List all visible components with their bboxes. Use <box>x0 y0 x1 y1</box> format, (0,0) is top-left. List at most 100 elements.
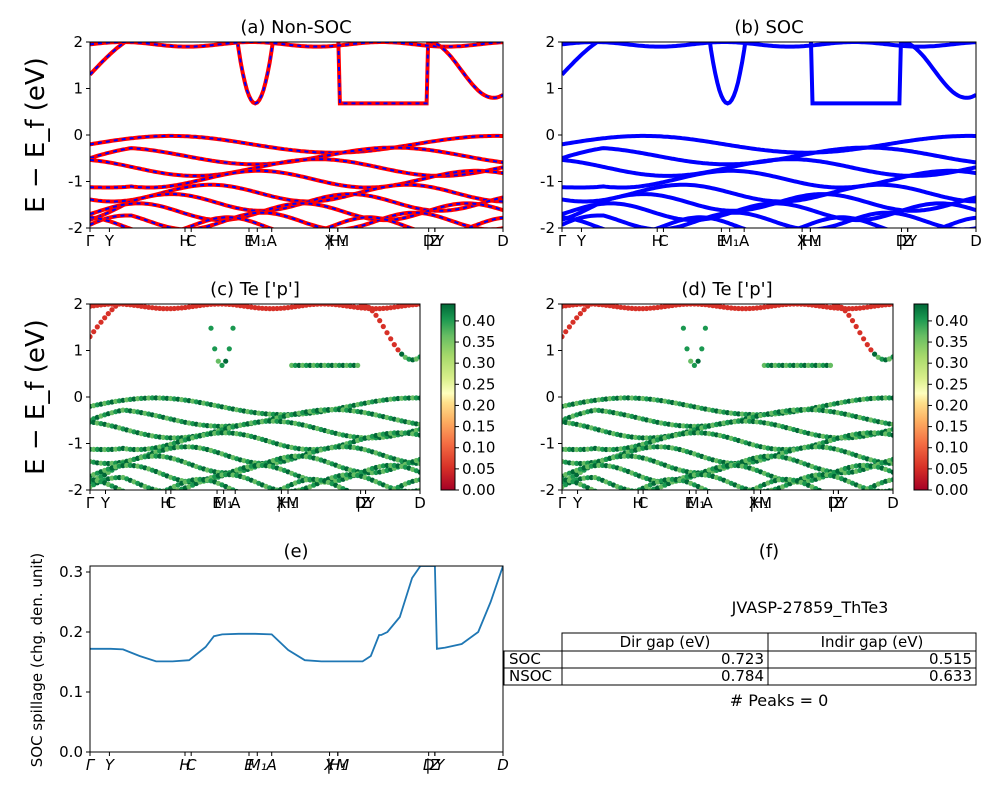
projection-point <box>688 423 694 429</box>
projection-point <box>153 453 159 459</box>
projection-point <box>784 278 789 283</box>
projection-point <box>172 278 177 283</box>
projection-point <box>743 418 749 424</box>
projection-point <box>292 362 298 368</box>
projection-point <box>813 444 819 450</box>
projection-point <box>578 278 583 283</box>
projection-point <box>736 492 741 497</box>
projection-point <box>817 278 822 283</box>
projection-point <box>417 354 420 360</box>
projection-point <box>843 278 848 283</box>
colorbar-tick-label: 0.30 <box>462 354 495 372</box>
projection-point <box>626 278 631 283</box>
projection-point <box>270 411 276 417</box>
projection-point <box>618 395 624 401</box>
projection-point <box>821 278 826 283</box>
panel-b-title: (b) SOC <box>734 17 803 38</box>
projection-point <box>267 306 273 312</box>
projection-point <box>417 395 420 401</box>
projection-point <box>263 305 269 312</box>
projection-point <box>300 292 305 297</box>
projection-point <box>241 492 246 497</box>
projection-point <box>128 294 133 299</box>
projection-point <box>743 411 749 417</box>
projection-point <box>322 278 327 283</box>
projection-point <box>337 278 342 283</box>
projection-point <box>622 292 627 297</box>
projection-point <box>629 395 635 401</box>
projection-point <box>875 395 881 401</box>
xtick-label: Y <box>104 232 115 250</box>
projection-point <box>150 493 155 498</box>
projection-point <box>769 453 775 459</box>
projection-point <box>175 435 181 441</box>
projection-point <box>846 278 851 283</box>
projection-point <box>417 278 422 283</box>
projection-point <box>336 407 342 413</box>
projection-point <box>315 278 320 283</box>
projection-point <box>105 311 111 317</box>
xtick-label: X <box>324 232 334 250</box>
projection-point <box>633 292 638 297</box>
projection-point <box>684 346 690 352</box>
projection-point <box>828 292 833 297</box>
projection-point <box>215 358 221 364</box>
projection-point <box>832 292 837 297</box>
xtick-label: M₁ <box>687 494 706 512</box>
projection-point <box>150 278 155 283</box>
projection-point <box>370 278 375 283</box>
projection-point <box>607 278 612 283</box>
projection-point <box>388 462 394 468</box>
projection-point <box>846 292 851 297</box>
table-title: JVASP-27859_ThTe3 <box>731 598 889 618</box>
projection-point <box>315 278 320 283</box>
panel-e-frame <box>89 565 504 753</box>
projection-point <box>204 423 210 429</box>
xtick-label: D <box>497 756 509 774</box>
panel-a-frame <box>89 41 504 229</box>
projection-point <box>626 292 631 297</box>
band-line <box>90 210 503 228</box>
projection-point <box>370 278 375 283</box>
projection-point <box>164 306 170 312</box>
projection-point <box>783 362 789 368</box>
projection-point <box>366 292 371 297</box>
projection-point <box>252 463 258 469</box>
projection-point <box>179 278 184 283</box>
projection-point <box>406 278 411 283</box>
projection-point <box>669 476 675 482</box>
projection-point <box>655 278 660 283</box>
panel-d-frame <box>561 303 894 491</box>
projection-point <box>735 418 742 424</box>
projection-point <box>219 430 225 436</box>
projection-point <box>588 486 594 490</box>
projection-point <box>131 278 136 283</box>
projection-point <box>109 460 115 466</box>
projection-point <box>824 292 829 297</box>
projection-point <box>795 278 800 283</box>
projection-point <box>868 278 873 283</box>
projection-point <box>637 278 642 283</box>
projection-point <box>164 292 169 297</box>
xtick-label: D <box>970 232 982 250</box>
projection-point <box>307 292 312 297</box>
colorbar-tick-label: 0.00 <box>462 481 495 499</box>
projection-point <box>205 278 210 283</box>
projection-point <box>157 278 162 283</box>
projection-point <box>113 278 118 283</box>
projection-point <box>267 418 273 424</box>
projection-point <box>585 278 590 283</box>
projection-point <box>838 304 845 310</box>
projection-point <box>850 278 855 283</box>
projection-point <box>333 278 338 283</box>
projection-point <box>120 278 125 283</box>
projection-point <box>769 362 775 368</box>
projection-point <box>259 419 265 425</box>
xtick-label: C <box>638 494 648 512</box>
projection-point <box>629 488 635 490</box>
projection-point <box>868 292 873 297</box>
xtick-label: H <box>632 494 643 512</box>
projection-point <box>600 294 605 299</box>
xtick-label: Z <box>429 756 441 774</box>
projection-point <box>362 278 367 283</box>
